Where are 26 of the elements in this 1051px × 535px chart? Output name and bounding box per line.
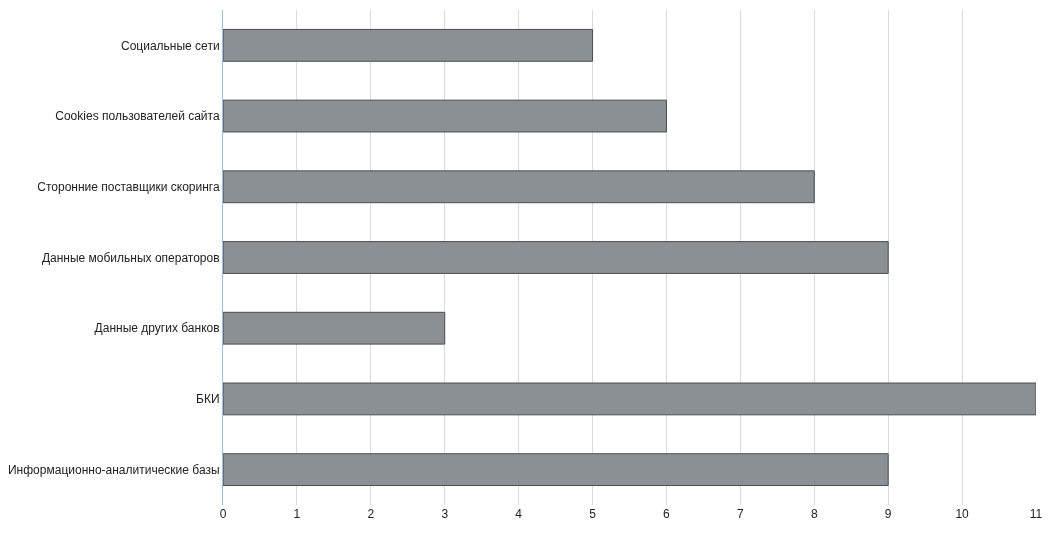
bar [223, 453, 889, 487]
bar [223, 241, 889, 274]
y-tick-label: Сторонние поставщики скоринга [37, 179, 220, 194]
y-tick-label: БКИ [196, 392, 220, 407]
x-tick-label: 3 [441, 507, 449, 521]
x-tick-label: 2 [367, 507, 375, 521]
x-tick-label: 1 [293, 507, 301, 521]
y-tick-label: Данные других банков [94, 321, 220, 336]
x-tick-label: 4 [515, 507, 523, 521]
y-tick-label: Cookies пользователей сайта [55, 109, 220, 124]
x-tick-label: 6 [663, 507, 671, 521]
y-tick-label: Данные мобильных операторов [41, 250, 220, 265]
bar [223, 382, 1036, 416]
bar [223, 311, 446, 345]
y-tick-label: Социальные сети [121, 38, 220, 53]
x-tick-label: 8 [810, 507, 818, 521]
bar [223, 170, 815, 204]
x-tick-label: 0 [219, 507, 227, 521]
bar [223, 28, 594, 62]
bar [223, 99, 667, 133]
x-tick-label: 10 [955, 507, 970, 521]
x-tick-label: 5 [589, 507, 597, 521]
y-tick-label: Информационно-аналитические базы [7, 462, 220, 477]
x-tick-label: 7 [737, 507, 745, 521]
x-tick-label: 9 [884, 507, 892, 521]
x-tick-label: 11 [1029, 507, 1043, 521]
